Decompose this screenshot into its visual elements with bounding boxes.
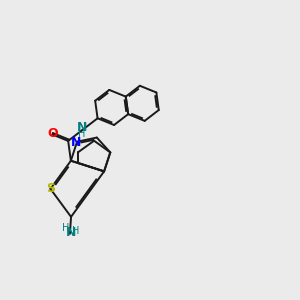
Text: H: H (78, 129, 85, 140)
Text: N: N (65, 226, 76, 239)
Text: O: O (47, 127, 58, 140)
Text: H: H (72, 226, 79, 236)
Text: N: N (76, 121, 87, 134)
Text: N: N (71, 136, 82, 149)
Text: H: H (62, 224, 70, 233)
Text: S: S (46, 182, 55, 195)
